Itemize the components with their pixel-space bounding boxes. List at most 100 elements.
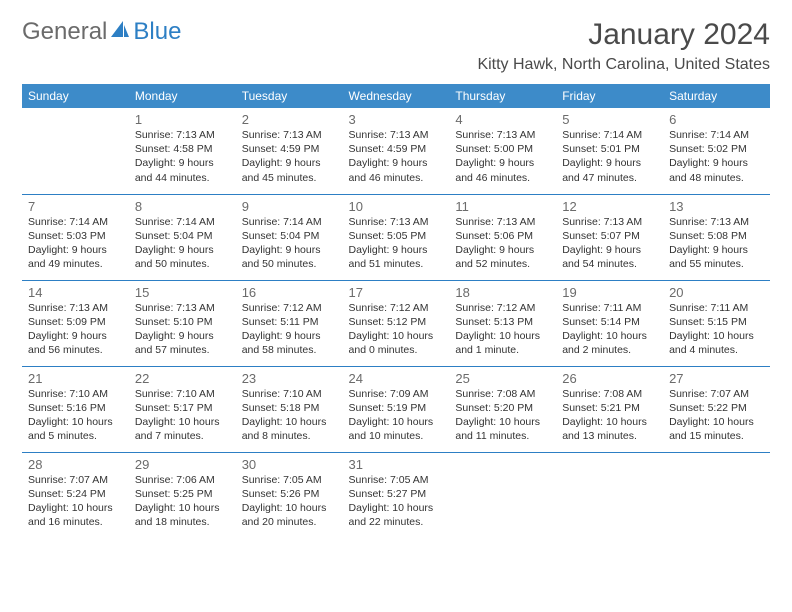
day-detail: Sunrise: 7:10 AMSunset: 5:16 PMDaylight:… (28, 387, 123, 444)
title-block: January 2024 Kitty Hawk, North Carolina,… (477, 18, 770, 74)
day-detail: Sunrise: 7:13 AMSunset: 5:09 PMDaylight:… (28, 301, 123, 358)
calendar-cell: 6Sunrise: 7:14 AMSunset: 5:02 PMDaylight… (663, 108, 770, 194)
day-number: 5 (562, 112, 657, 127)
day-number: 18 (455, 285, 550, 300)
calendar-cell: 26Sunrise: 7:08 AMSunset: 5:21 PMDayligh… (556, 366, 663, 452)
day-detail: Sunrise: 7:13 AMSunset: 5:06 PMDaylight:… (455, 215, 550, 272)
day-detail: Sunrise: 7:12 AMSunset: 5:12 PMDaylight:… (349, 301, 444, 358)
day-number: 10 (349, 199, 444, 214)
calendar-cell: 22Sunrise: 7:10 AMSunset: 5:17 PMDayligh… (129, 366, 236, 452)
day-detail: Sunrise: 7:11 AMSunset: 5:15 PMDaylight:… (669, 301, 764, 358)
day-detail: Sunrise: 7:13 AMSunset: 5:08 PMDaylight:… (669, 215, 764, 272)
day-detail: Sunrise: 7:05 AMSunset: 5:27 PMDaylight:… (349, 473, 444, 530)
logo-text-blue: Blue (133, 18, 181, 46)
calendar-cell: 14Sunrise: 7:13 AMSunset: 5:09 PMDayligh… (22, 280, 129, 366)
day-header: Monday (129, 84, 236, 108)
day-detail: Sunrise: 7:14 AMSunset: 5:03 PMDaylight:… (28, 215, 123, 272)
month-title: January 2024 (477, 18, 770, 52)
calendar-cell: 25Sunrise: 7:08 AMSunset: 5:20 PMDayligh… (449, 366, 556, 452)
day-header: Thursday (449, 84, 556, 108)
calendar-cell: 29Sunrise: 7:06 AMSunset: 5:25 PMDayligh… (129, 452, 236, 538)
calendar-cell: 17Sunrise: 7:12 AMSunset: 5:12 PMDayligh… (343, 280, 450, 366)
calendar-cell: 20Sunrise: 7:11 AMSunset: 5:15 PMDayligh… (663, 280, 770, 366)
day-number: 6 (669, 112, 764, 127)
day-number: 2 (242, 112, 337, 127)
day-detail: Sunrise: 7:05 AMSunset: 5:26 PMDaylight:… (242, 473, 337, 530)
day-detail: Sunrise: 7:14 AMSunset: 5:01 PMDaylight:… (562, 128, 657, 185)
day-number: 19 (562, 285, 657, 300)
day-number: 3 (349, 112, 444, 127)
calendar-table: Sunday Monday Tuesday Wednesday Thursday… (22, 84, 770, 538)
day-number: 11 (455, 199, 550, 214)
day-number: 4 (455, 112, 550, 127)
day-number: 1 (135, 112, 230, 127)
calendar-cell (449, 452, 556, 538)
calendar-cell: 5Sunrise: 7:14 AMSunset: 5:01 PMDaylight… (556, 108, 663, 194)
day-number: 24 (349, 371, 444, 386)
day-number: 30 (242, 457, 337, 472)
calendar-body: 1Sunrise: 7:13 AMSunset: 4:58 PMDaylight… (22, 108, 770, 538)
day-detail: Sunrise: 7:10 AMSunset: 5:17 PMDaylight:… (135, 387, 230, 444)
calendar-cell: 1Sunrise: 7:13 AMSunset: 4:58 PMDaylight… (129, 108, 236, 194)
day-number: 17 (349, 285, 444, 300)
day-number: 14 (28, 285, 123, 300)
day-header: Wednesday (343, 84, 450, 108)
calendar-cell: 30Sunrise: 7:05 AMSunset: 5:26 PMDayligh… (236, 452, 343, 538)
calendar-cell (22, 108, 129, 194)
calendar-cell: 11Sunrise: 7:13 AMSunset: 5:06 PMDayligh… (449, 194, 556, 280)
day-number: 16 (242, 285, 337, 300)
day-detail: Sunrise: 7:08 AMSunset: 5:20 PMDaylight:… (455, 387, 550, 444)
day-detail: Sunrise: 7:09 AMSunset: 5:19 PMDaylight:… (349, 387, 444, 444)
day-number: 28 (28, 457, 123, 472)
calendar-cell: 31Sunrise: 7:05 AMSunset: 5:27 PMDayligh… (343, 452, 450, 538)
day-number: 21 (28, 371, 123, 386)
day-detail: Sunrise: 7:13 AMSunset: 4:59 PMDaylight:… (349, 128, 444, 185)
day-detail: Sunrise: 7:13 AMSunset: 5:05 PMDaylight:… (349, 215, 444, 272)
calendar-cell: 15Sunrise: 7:13 AMSunset: 5:10 PMDayligh… (129, 280, 236, 366)
day-header: Saturday (663, 84, 770, 108)
calendar-cell (663, 452, 770, 538)
day-header: Friday (556, 84, 663, 108)
day-number: 29 (135, 457, 230, 472)
calendar-cell: 9Sunrise: 7:14 AMSunset: 5:04 PMDaylight… (236, 194, 343, 280)
calendar-row: 7Sunrise: 7:14 AMSunset: 5:03 PMDaylight… (22, 194, 770, 280)
day-detail: Sunrise: 7:14 AMSunset: 5:04 PMDaylight:… (135, 215, 230, 272)
day-detail: Sunrise: 7:14 AMSunset: 5:02 PMDaylight:… (669, 128, 764, 185)
day-number: 15 (135, 285, 230, 300)
logo: General Blue (22, 18, 181, 46)
calendar-cell: 8Sunrise: 7:14 AMSunset: 5:04 PMDaylight… (129, 194, 236, 280)
location: Kitty Hawk, North Carolina, United State… (477, 56, 770, 74)
day-header: Sunday (22, 84, 129, 108)
day-detail: Sunrise: 7:07 AMSunset: 5:24 PMDaylight:… (28, 473, 123, 530)
day-detail: Sunrise: 7:12 AMSunset: 5:13 PMDaylight:… (455, 301, 550, 358)
day-header-row: Sunday Monday Tuesday Wednesday Thursday… (22, 84, 770, 108)
day-number: 7 (28, 199, 123, 214)
calendar-cell (556, 452, 663, 538)
day-detail: Sunrise: 7:08 AMSunset: 5:21 PMDaylight:… (562, 387, 657, 444)
day-detail: Sunrise: 7:11 AMSunset: 5:14 PMDaylight:… (562, 301, 657, 358)
calendar-cell: 27Sunrise: 7:07 AMSunset: 5:22 PMDayligh… (663, 366, 770, 452)
calendar-cell: 4Sunrise: 7:13 AMSunset: 5:00 PMDaylight… (449, 108, 556, 194)
day-number: 12 (562, 199, 657, 214)
day-number: 27 (669, 371, 764, 386)
logo-text-general: General (22, 18, 107, 46)
calendar-cell: 21Sunrise: 7:10 AMSunset: 5:16 PMDayligh… (22, 366, 129, 452)
day-detail: Sunrise: 7:10 AMSunset: 5:18 PMDaylight:… (242, 387, 337, 444)
logo-sail-icon (109, 18, 131, 46)
day-number: 13 (669, 199, 764, 214)
calendar-cell: 10Sunrise: 7:13 AMSunset: 5:05 PMDayligh… (343, 194, 450, 280)
calendar-cell: 19Sunrise: 7:11 AMSunset: 5:14 PMDayligh… (556, 280, 663, 366)
day-detail: Sunrise: 7:12 AMSunset: 5:11 PMDaylight:… (242, 301, 337, 358)
calendar-cell: 23Sunrise: 7:10 AMSunset: 5:18 PMDayligh… (236, 366, 343, 452)
day-number: 31 (349, 457, 444, 472)
calendar-cell: 18Sunrise: 7:12 AMSunset: 5:13 PMDayligh… (449, 280, 556, 366)
day-number: 8 (135, 199, 230, 214)
day-detail: Sunrise: 7:13 AMSunset: 5:10 PMDaylight:… (135, 301, 230, 358)
day-detail: Sunrise: 7:14 AMSunset: 5:04 PMDaylight:… (242, 215, 337, 272)
day-detail: Sunrise: 7:06 AMSunset: 5:25 PMDaylight:… (135, 473, 230, 530)
day-detail: Sunrise: 7:13 AMSunset: 4:59 PMDaylight:… (242, 128, 337, 185)
calendar-cell: 2Sunrise: 7:13 AMSunset: 4:59 PMDaylight… (236, 108, 343, 194)
day-detail: Sunrise: 7:13 AMSunset: 5:07 PMDaylight:… (562, 215, 657, 272)
day-number: 26 (562, 371, 657, 386)
calendar-cell: 28Sunrise: 7:07 AMSunset: 5:24 PMDayligh… (22, 452, 129, 538)
